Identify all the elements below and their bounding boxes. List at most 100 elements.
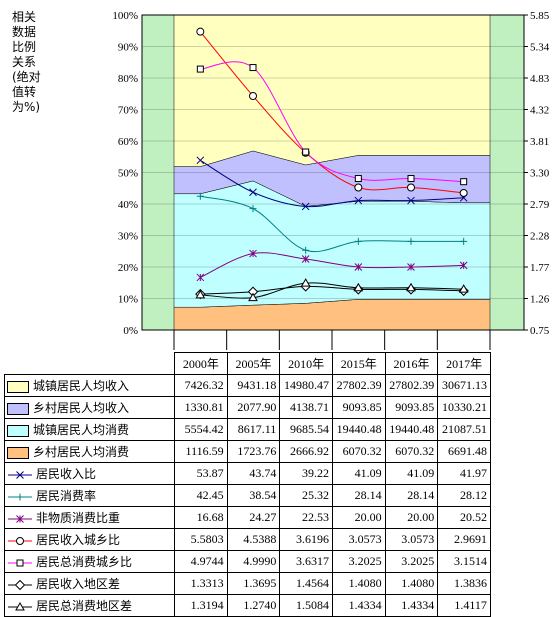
- category-label: 2015年: [331, 352, 386, 375]
- table-corner: [5, 353, 175, 375]
- category-label: 2016年: [384, 352, 439, 375]
- legend-marker-icon: [8, 559, 32, 566]
- table-cell: 1.4334: [384, 594, 439, 617]
- right-tick-label: 4.32: [530, 105, 549, 117]
- area-1: [173, 14, 491, 167]
- table-cell: 10330.21: [437, 396, 491, 419]
- table-cell: 4.5388: [226, 528, 281, 551]
- legend-swatch: [7, 380, 29, 393]
- table-cell: 8617.11: [226, 418, 281, 441]
- right-tick-label: 5.85: [530, 10, 550, 22]
- left-tick-label: 100%: [112, 10, 138, 22]
- point-marker: [354, 196, 363, 205]
- category-label: 2010年: [279, 352, 333, 375]
- point-marker: [249, 249, 257, 258]
- point-marker: [248, 292, 258, 302]
- table-cell: 2666.92: [279, 440, 333, 463]
- point-marker: [302, 246, 310, 254]
- table-cell: 39.22: [279, 462, 333, 485]
- legend-label: 乡村居民人均消费: [33, 445, 130, 459]
- table-cell: 3.6317: [279, 550, 333, 573]
- table-row: 乡村居民人均收入 1330.81 2077.90 4138.71 9093.85 9093…: [4, 396, 491, 419]
- table-cell: 1116.59: [174, 440, 228, 463]
- legend-entry: 居民收入城乡比: [4, 528, 175, 551]
- legend-marker-icon: [8, 493, 32, 500]
- legend-marker-icon: [8, 470, 32, 479]
- table-cell: 19440.48: [384, 418, 439, 441]
- left-tick-label: 60%: [118, 136, 138, 148]
- table-cell: 3.0573: [331, 528, 386, 551]
- right-tick-label: 0.75: [530, 325, 550, 337]
- left-tick-label: 70%: [118, 105, 138, 117]
- point-marker: [196, 192, 204, 200]
- table-cell: 1.3194: [174, 594, 228, 617]
- table-cell: 1.3695: [226, 572, 281, 595]
- left-tick-label: 0%: [123, 325, 138, 337]
- legend-entry: 居民收入地区差: [4, 572, 175, 595]
- table-cell: 1.3836: [437, 572, 491, 595]
- point-marker: [300, 278, 311, 287]
- table-cell: 2.9691: [437, 528, 491, 551]
- point-marker: [302, 148, 310, 156]
- right-tick-label: 4.83: [530, 73, 550, 85]
- point-marker: [353, 282, 364, 292]
- table-cell: 20.00: [331, 506, 386, 529]
- legend-entry: 乡村居民人均收入: [4, 396, 175, 419]
- table-row: 居民总消费地区差 1.3194 1.2740 1.5084 1.4334 1.4334 1.…: [4, 594, 491, 617]
- table-cell: 3.0573: [384, 528, 439, 551]
- table-cell: 1.4334: [331, 594, 386, 617]
- right-tick-label: 2.79: [530, 199, 550, 211]
- table-cell: 5554.42: [174, 418, 228, 441]
- legend-marker-icon: [8, 579, 32, 590]
- point-marker: [196, 156, 205, 165]
- point-marker: [301, 255, 310, 263]
- right-tick-label: 3.81: [530, 136, 549, 148]
- point-marker: [249, 91, 257, 100]
- line-series-3: [196, 249, 468, 282]
- legend-marker-icon: [8, 514, 32, 523]
- point-marker: [16, 559, 24, 566]
- line-series-5: [196, 61, 468, 186]
- legend-entry: 居民收入比: [4, 462, 175, 485]
- left-tick-label: 30%: [118, 231, 138, 243]
- table-cell: 16.68: [174, 506, 228, 529]
- table-cell: 3.2025: [384, 550, 439, 573]
- table-cell: 1330.81: [174, 396, 228, 419]
- table-cell: 4138.71: [279, 396, 333, 419]
- legend-swatch: [7, 446, 29, 459]
- point-marker: [407, 237, 415, 245]
- table-row: 乡村居民人均消费 1116.59 1723.76 2666.92 6070.32 6070…: [4, 440, 491, 463]
- table-cell: 27802.39: [331, 374, 386, 397]
- right-tick-label: 3.30: [530, 168, 550, 180]
- line-series-1: [196, 156, 468, 211]
- table-cell: 41.97: [437, 462, 491, 485]
- table-cell: 7426.32: [174, 374, 228, 397]
- chart-svg: 0% 10% 20% 30% 40% 50% 60% 70% 80% 90% 100% 0.75 1.2…: [112, 10, 550, 350]
- point-marker: [16, 470, 24, 479]
- point-marker: [354, 183, 363, 192]
- table-cell: 1.5084: [279, 594, 333, 617]
- table-cell: 1.3313: [174, 572, 228, 595]
- legend-entry: 城镇居民人均消费: [4, 418, 175, 441]
- left-tick-label: 90%: [118, 42, 138, 54]
- legend-entry: 城镇居民人均收入: [4, 374, 175, 397]
- table-cell: 9093.85: [384, 396, 439, 419]
- table-cell: 9685.54: [279, 418, 333, 441]
- point-marker: [249, 64, 257, 72]
- legend-label: 居民收入城乡比: [36, 533, 121, 547]
- table-cell: 42.45: [174, 484, 228, 507]
- table-cell: 4.9744: [174, 550, 228, 573]
- table-cell: 27802.39: [384, 374, 439, 397]
- table-cell: 6070.32: [384, 440, 439, 463]
- point-marker: [459, 261, 468, 270]
- table-header-row: 2000年 2005年 2010年 2015年 2016年 2017年: [5, 352, 491, 375]
- table-cell: 2077.90: [226, 396, 281, 419]
- table-cell: 1.4080: [384, 572, 439, 595]
- legend-label: 居民总消费城乡比: [36, 555, 133, 569]
- point-marker: [196, 65, 204, 73]
- line-series-2: [196, 192, 468, 254]
- table-cell: 9093.85: [331, 396, 386, 419]
- left-tick-label: 50%: [118, 168, 138, 180]
- left-tick-label: 40%: [118, 199, 138, 211]
- table-cell: 21087.51: [437, 418, 491, 441]
